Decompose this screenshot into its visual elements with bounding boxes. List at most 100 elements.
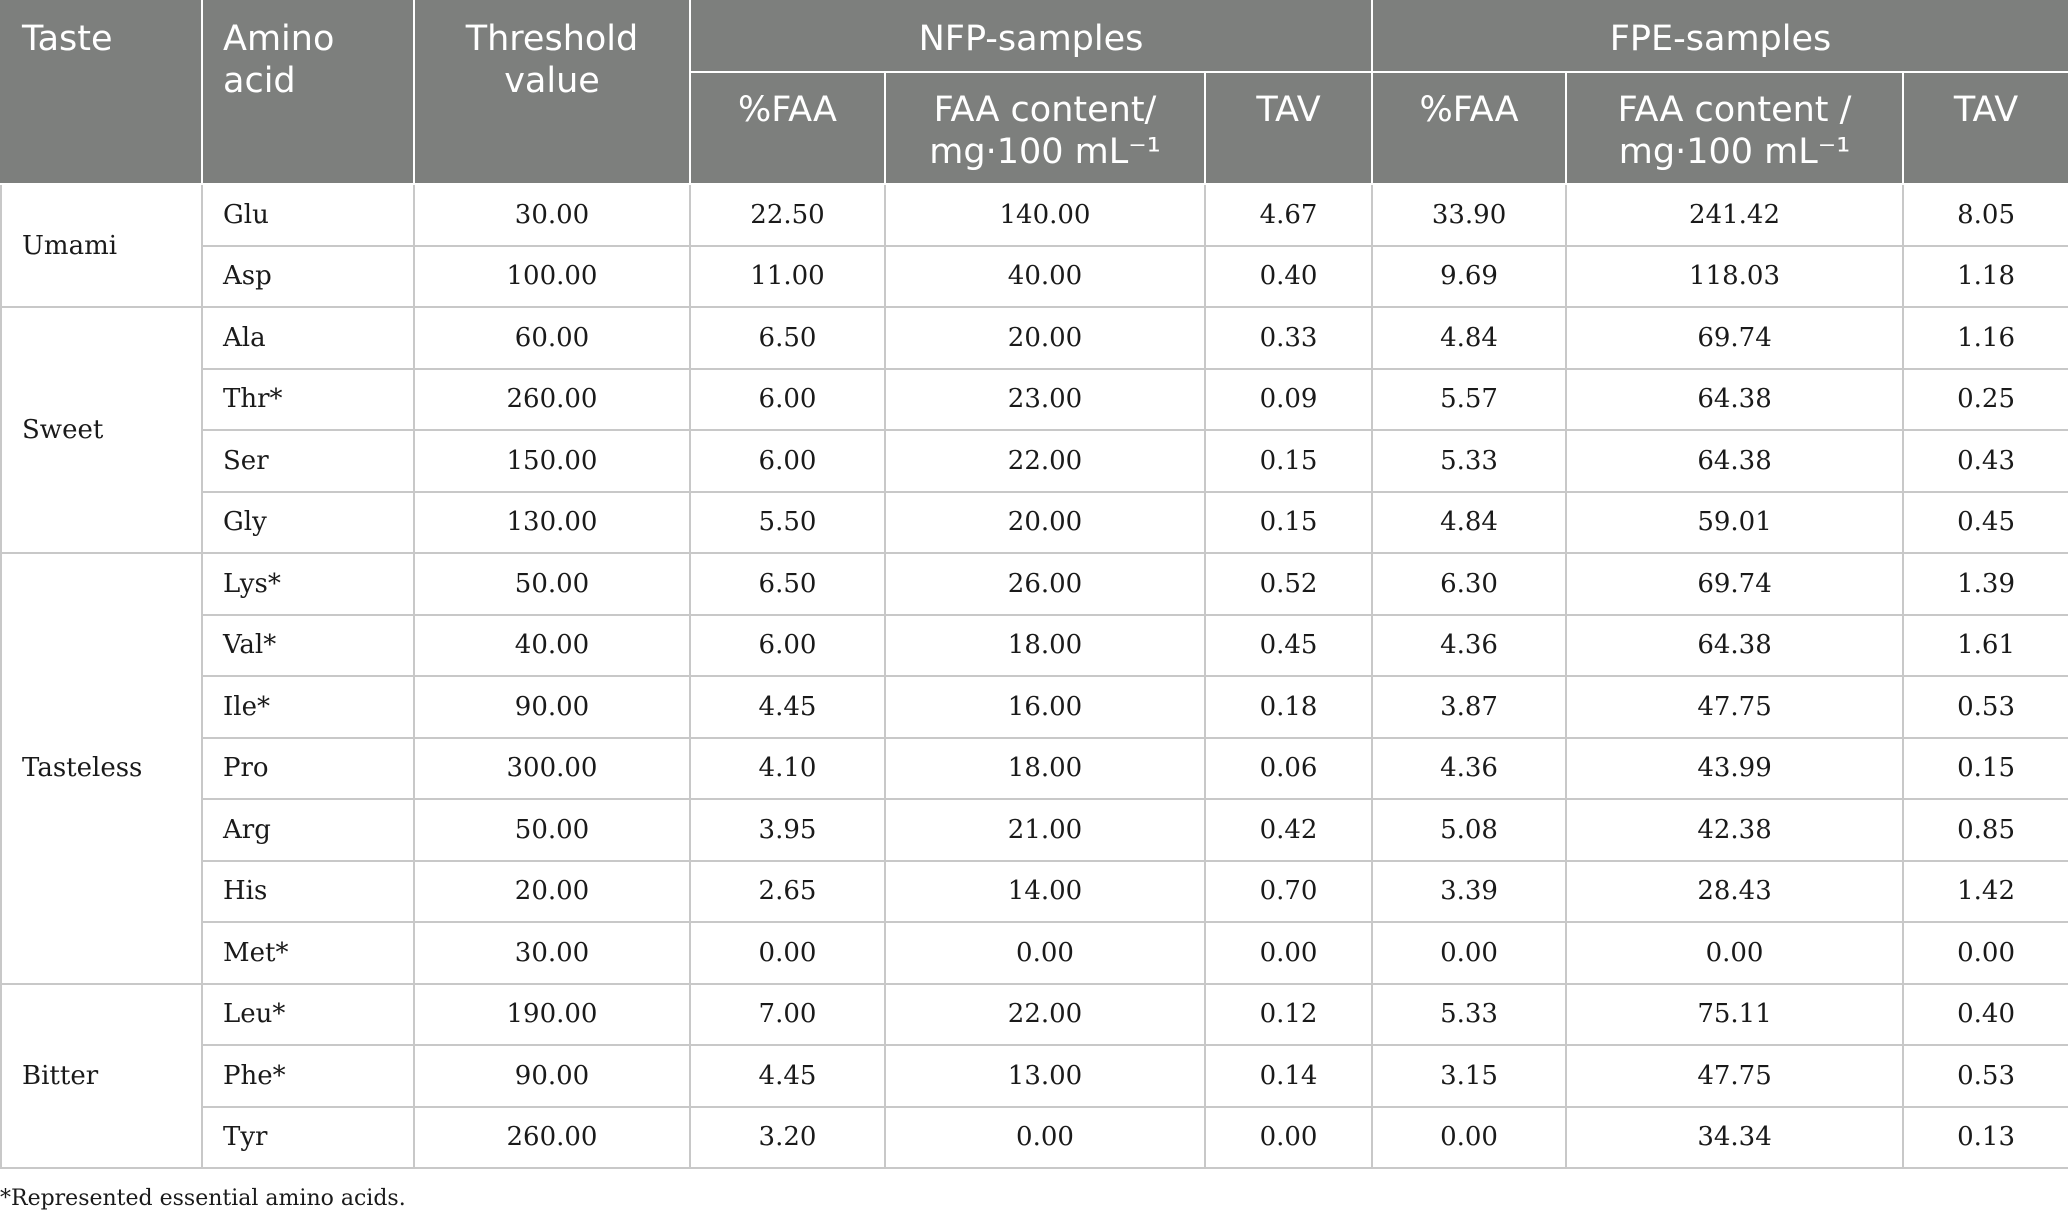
nfp-tav-cell: 0.14 [1203, 1044, 1374, 1108]
nfp-faa-pct-cell: 4.45 [689, 675, 886, 739]
fpe-tav-cell: 1.18 [1902, 244, 2068, 308]
fpe-faa-pct-cell: 5.08 [1371, 798, 1568, 862]
nfp-faa-content-cell: 18.00 [884, 613, 1206, 677]
threshold-cell: 260.00 [413, 367, 691, 431]
nfp-tav-cell: 0.00 [1203, 1105, 1374, 1169]
nfp-faa-content-cell: 14.00 [884, 859, 1206, 923]
nfp-faa-content-cell: 140.00 [884, 183, 1206, 247]
header-fpe-faa-content: FAA content / mg·100 mL⁻¹ [1565, 71, 1905, 185]
fpe-faa-pct-cell: 5.33 [1371, 982, 1568, 1046]
fpe-tav-cell: 0.45 [1902, 490, 2068, 554]
table-row: Ile* 90.00 4.45 16.00 0.18 3.87 47.75 0.53 [1, 675, 2068, 739]
taste-category-cell: Bitter [0, 982, 203, 1169]
fpe-faa-pct-cell: 6.30 [1371, 552, 1568, 616]
fpe-tav-cell: 8.05 [1902, 183, 2068, 247]
fpe-faa-content-cell: 241.42 [1565, 183, 1905, 247]
fpe-tav-cell: 0.40 [1902, 982, 2068, 1046]
nfp-faa-content-cell: 13.00 [884, 1044, 1206, 1108]
amino-acid-cell: Arg [201, 798, 415, 862]
fpe-faa-content-cell: 69.74 [1565, 552, 1905, 616]
amino-acid-cell: Gly [201, 490, 415, 554]
fpe-faa-content-cell: 59.01 [1565, 490, 1905, 554]
table-footnote: *Represented essential amino acids. [0, 1186, 406, 1211]
table-body: Umami Glu 30.00 22.50 140.00 4.67 33.90 241.42 8… [0, 183, 2068, 1169]
amino-acid-cell: Ala [201, 306, 415, 370]
amino-acid-cell: Lys* [201, 552, 415, 616]
header-nfp-faa-pct: %FAA [689, 71, 886, 185]
nfp-tav-cell: 0.70 [1203, 859, 1374, 923]
nfp-faa-content-cell: 16.00 [884, 675, 1206, 739]
nfp-faa-pct-cell: 6.00 [689, 613, 886, 677]
table-row: Val* 40.00 6.00 18.00 0.45 4.36 64.38 1.61 [1, 613, 2068, 677]
threshold-cell: 300.00 [413, 736, 691, 800]
fpe-tav-cell: 1.39 [1902, 552, 2068, 616]
table-header: Taste Amino acid Threshold value NFP-sam… [0, 0, 2068, 185]
header-fpe-tav: TAV [1902, 71, 2068, 185]
threshold-cell: 50.00 [413, 552, 691, 616]
nfp-faa-content-cell: 22.00 [884, 429, 1206, 493]
nfp-tav-cell: 0.18 [1203, 675, 1374, 739]
fpe-faa-content-cell: 42.38 [1565, 798, 1905, 862]
header-threshold: Threshold value [413, 0, 691, 185]
threshold-cell: 100.00 [413, 244, 691, 308]
threshold-cell: 40.00 [413, 613, 691, 677]
amino-acid-cell: Met* [201, 921, 415, 985]
amino-acid-cell: Glu [201, 183, 415, 247]
nfp-tav-cell: 0.45 [1203, 613, 1374, 677]
header-fpe-samples: FPE-samples [1371, 0, 2068, 73]
amino-acid-cell: Asp [201, 244, 415, 308]
fpe-faa-content-cell: 43.99 [1565, 736, 1905, 800]
fpe-faa-pct-cell: 9.69 [1371, 244, 1568, 308]
nfp-faa-content-cell: 0.00 [884, 1105, 1206, 1169]
fpe-faa-content-cell: 47.75 [1565, 1044, 1905, 1108]
table-row: Thr* 260.00 6.00 23.00 0.09 5.57 64.38 0.25 [1, 367, 2068, 431]
taste-category-cell: Sweet [0, 306, 203, 554]
taste-category-cell: Tasteless [0, 552, 203, 985]
nfp-faa-pct-cell: 6.00 [689, 429, 886, 493]
table-row: Arg 50.00 3.95 21.00 0.42 5.08 42.38 0.85 [1, 798, 2068, 862]
nfp-faa-pct-cell: 4.10 [689, 736, 886, 800]
table-row: Pro 300.00 4.10 18.00 0.06 4.36 43.99 0.15 [1, 736, 2068, 800]
table-row: Tyr 260.00 3.20 0.00 0.00 0.00 34.34 0.13 [1, 1105, 2068, 1169]
fpe-tav-cell: 0.53 [1902, 1044, 2068, 1108]
nfp-faa-content-cell: 20.00 [884, 306, 1206, 370]
amino-acid-cell: His [201, 859, 415, 923]
nfp-faa-content-cell: 0.00 [884, 921, 1206, 985]
fpe-faa-content-cell: 47.75 [1565, 675, 1905, 739]
fpe-faa-pct-cell: 5.57 [1371, 367, 1568, 431]
amino-acid-cell: Val* [201, 613, 415, 677]
nfp-faa-pct-cell: 6.50 [689, 552, 886, 616]
nfp-faa-pct-cell: 6.00 [689, 367, 886, 431]
nfp-tav-cell: 0.15 [1203, 490, 1374, 554]
table-row: Phe* 90.00 4.45 13.00 0.14 3.15 47.75 0.53 [1, 1044, 2068, 1108]
fpe-tav-cell: 1.16 [1902, 306, 2068, 370]
nfp-faa-content-cell: 20.00 [884, 490, 1206, 554]
threshold-cell: 130.00 [413, 490, 691, 554]
nfp-tav-cell: 0.12 [1203, 982, 1374, 1046]
table-row: Umami Glu 30.00 22.50 140.00 4.67 33.90 241.42 8… [0, 183, 2068, 308]
fpe-faa-content-cell: 118.03 [1565, 244, 1905, 308]
fpe-faa-content-cell: 0.00 [1565, 921, 1905, 985]
threshold-cell: 30.00 [413, 183, 691, 247]
nfp-faa-pct-cell: 3.95 [689, 798, 886, 862]
fpe-faa-content-cell: 64.38 [1565, 429, 1905, 493]
fpe-faa-content-cell: 28.43 [1565, 859, 1905, 923]
nfp-faa-content-cell: 18.00 [884, 736, 1206, 800]
amino-acid-cell: Ser [201, 429, 415, 493]
fpe-faa-content-cell: 34.34 [1565, 1105, 1905, 1169]
amino-acid-table-container: Taste Amino acid Threshold value NFP-sam… [0, 0, 2068, 1169]
fpe-faa-pct-cell: 3.87 [1371, 675, 1568, 739]
nfp-faa-pct-cell: 22.50 [689, 183, 886, 247]
amino-acid-table: Taste Amino acid Threshold value NFP-sam… [0, 0, 2068, 1169]
nfp-tav-cell: 4.67 [1203, 183, 1374, 247]
nfp-faa-pct-cell: 11.00 [689, 244, 886, 308]
threshold-cell: 90.00 [413, 675, 691, 739]
fpe-tav-cell: 0.53 [1902, 675, 2068, 739]
header-fpe-faa-pct: %FAA [1371, 71, 1568, 185]
threshold-cell: 190.00 [413, 982, 691, 1046]
nfp-tav-cell: 0.33 [1203, 306, 1374, 370]
table-row: Ser 150.00 6.00 22.00 0.15 5.33 64.38 0.43 [1, 429, 2068, 493]
fpe-faa-pct-cell: 33.90 [1371, 183, 1568, 247]
nfp-faa-pct-cell: 5.50 [689, 490, 886, 554]
table-row: Asp 100.00 11.00 40.00 0.40 9.69 118.03 1.18 [1, 244, 2068, 308]
